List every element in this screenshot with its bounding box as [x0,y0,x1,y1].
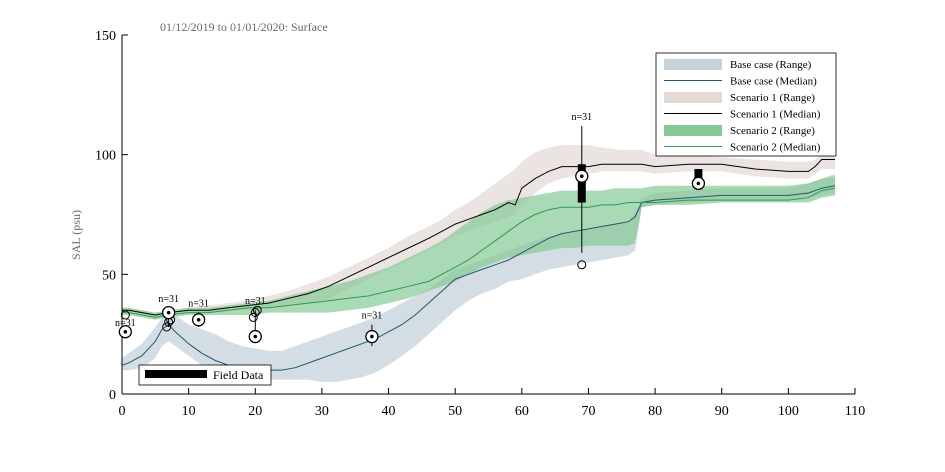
median-line-scenario-2 [122,187,836,318]
field-data-boxplots: n=31 n=31 n=31 n=31 n=31 n=31 [115,112,706,347]
field-mean-dot [123,329,128,334]
field-outlier [577,260,587,270]
field-box [577,164,586,203]
field-outlier [248,312,258,322]
field-n-label: n=31 [115,318,136,329]
field-mean-dot [696,181,701,186]
range-band-scenario-2 [122,176,835,320]
legend-label: Scenario 2 (Range) [730,125,815,137]
field-data-legend: Field Data [138,364,272,386]
field-mean-dot [166,310,171,315]
field-mean-dot [370,334,374,339]
x-tick-label: 90 [715,404,729,419]
legend-swatch-band [664,125,722,136]
x-tick-label: 30 [315,404,329,419]
axes: 0 10 20 30 40 50 60 70 80 90 100 110 0 50 100 150 [95,29,865,419]
x-tick-label: 70 [581,404,595,419]
field-box [694,169,703,184]
chart-title: 01/12/2019 to 01/01/2020: Surface [160,20,328,34]
field-mean-dot [196,318,201,322]
legend-label: Scenario 1 (Range) [730,92,815,104]
x-tick-label: 10 [182,404,196,419]
y-axis-label: SAL (psu) [69,210,83,260]
field-n-label: n=31 [188,299,209,310]
legend-box [655,52,837,157]
legend-swatch-band [664,59,722,70]
field-n-label: n=31 [158,294,179,305]
y-tick-label: 0 [109,388,116,403]
field-outlier [120,310,130,320]
field-legend-swatch [145,370,207,378]
median-line-base-case [121,185,836,371]
legend-label: Base case (Median) [730,76,817,88]
x-tick-label: 110 [845,404,865,419]
y-tick-label: 150 [95,29,116,44]
field-outlier [250,308,260,318]
field-n-label: n=31 [571,112,592,123]
field-outlier [162,322,172,332]
legend-label: Scenario 2 (Median) [730,142,821,154]
x-tick-label: 60 [515,404,529,419]
range-band-scenario-1 [122,145,835,318]
legend-swatch-band [664,92,722,103]
x-tick-label: 20 [248,404,262,419]
range-band-base-case [122,173,835,382]
field-mean-dot [253,334,258,339]
median-line-scenario-1 [122,159,835,316]
field-legend-label: Field Data [213,368,264,382]
field-mean-dot [579,174,584,179]
field-n-label: n=31 [245,296,266,307]
legend: Base case (Range) Base case (Median) Scena… [655,52,837,157]
x-tick-label: 0 [119,404,126,419]
y-tick-label: 50 [102,268,116,283]
legend-label: Base case (Range) [730,59,812,71]
x-tick-label: 100 [778,404,799,419]
legend-label: Scenario 1 (Median) [730,109,821,121]
x-tick-label: 40 [382,404,396,419]
x-tick-label: 80 [648,404,662,419]
field-outlier [252,305,262,315]
x-tick-label: 50 [448,404,462,419]
field-n-label: n=31 [362,311,383,322]
y-tick-label: 100 [95,149,116,164]
